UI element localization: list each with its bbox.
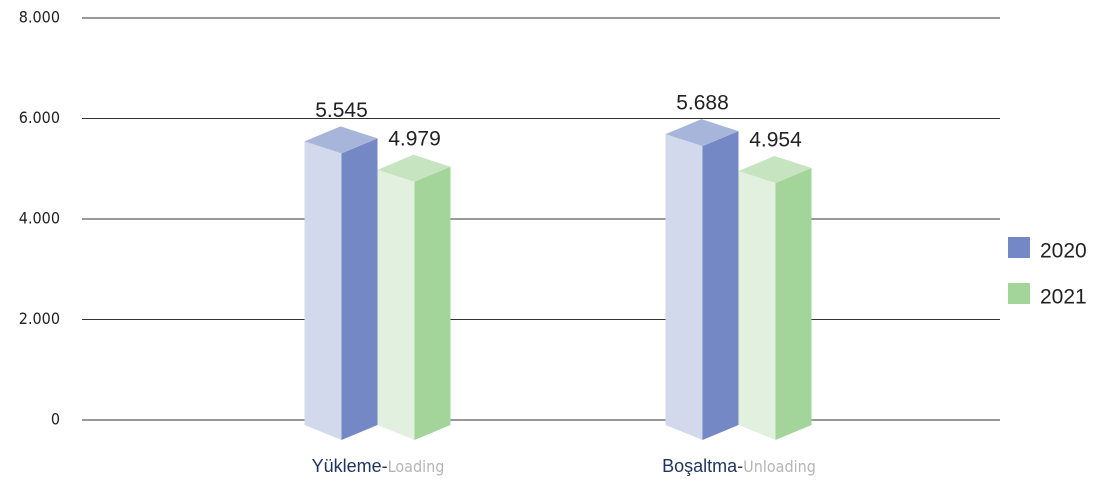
bar-side (414, 166, 451, 441)
bar-top (738, 156, 812, 184)
legend-swatch (1008, 283, 1030, 304)
value-label: 5.545 (315, 99, 368, 122)
bar-side (341, 138, 378, 440)
value-label: 4.979 (388, 127, 441, 150)
y-tick-label: 2.000 (19, 309, 60, 328)
y-tick-label: 0 (51, 410, 60, 429)
bar-side (702, 131, 739, 441)
bar-front (665, 134, 703, 441)
y-tick-label: 4.000 (19, 209, 60, 228)
x-tick-label: Boşaltma-Unloading (662, 456, 816, 476)
category-sub: Unloading (743, 457, 816, 476)
bar-front (304, 141, 342, 440)
x-tick-label: Yükleme-Loading (312, 456, 445, 476)
bar (377, 154, 451, 441)
bar-top (304, 126, 378, 154)
legend-label: 2021 (1040, 286, 1087, 309)
bar-front (377, 169, 415, 441)
bar-top (665, 119, 739, 147)
bar-side (775, 168, 812, 440)
y-tick-label: 8.000 (19, 8, 60, 27)
bar-top (377, 154, 451, 182)
bar (738, 156, 812, 440)
category-sub: Loading (388, 457, 445, 476)
legend-label: 2020 (1040, 240, 1087, 263)
value-label: 4.954 (749, 129, 802, 152)
category-main: Boşaltma- (662, 456, 743, 476)
bar (665, 119, 739, 441)
bar-front (738, 171, 776, 440)
bar (304, 126, 378, 440)
value-label: 5.688 (676, 92, 729, 115)
category-main: Yükleme- (312, 456, 388, 476)
y-tick-label: 6.000 (19, 108, 60, 127)
legend-swatch (1008, 237, 1030, 258)
